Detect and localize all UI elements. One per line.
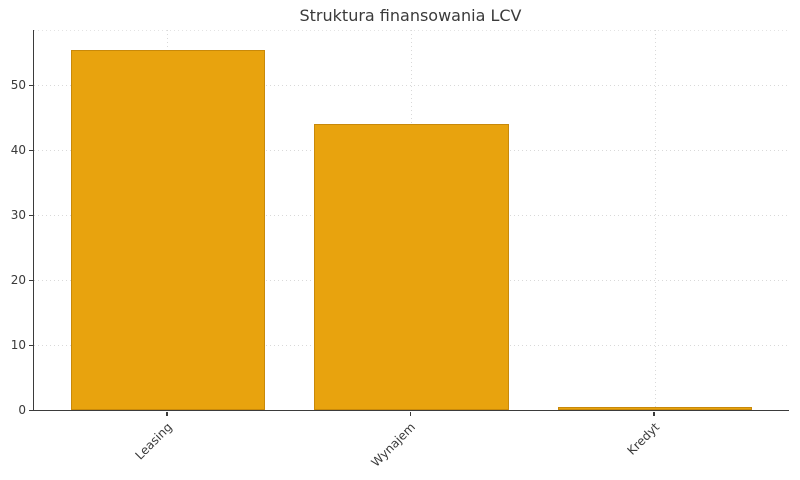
y-tick-label: 10 <box>10 338 26 353</box>
y-tick-label: 50 <box>10 78 26 93</box>
y-tick-mark <box>29 279 33 282</box>
x-tick-label-wynajem: Wynajem <box>368 420 419 470</box>
plot-area <box>33 30 789 411</box>
x-tick-mark <box>166 411 168 416</box>
y-tick-mark <box>29 409 33 411</box>
x-tick-mark <box>653 411 655 416</box>
y-tick-label: 40 <box>10 143 26 158</box>
plot-top-border <box>34 30 789 31</box>
y-tick-label: 30 <box>10 208 26 223</box>
v-gridline <box>654 30 656 410</box>
y-tick-label: 0 <box>18 403 26 417</box>
x-tick-label-leasing: Leasing <box>132 420 175 463</box>
x-tick-mark <box>409 411 412 416</box>
bar-leasing <box>70 49 266 410</box>
y-tick-label: 20 <box>10 273 26 288</box>
x-tick-label-kredyt: Kredyt <box>624 420 662 458</box>
bar-wynajem <box>314 124 509 410</box>
chart-title: Struktura finansowania LCV <box>299 6 522 25</box>
y-tick-mark <box>29 149 33 152</box>
y-tick-mark <box>29 214 33 217</box>
y-tick-mark <box>29 84 33 87</box>
y-tick-mark <box>29 344 33 347</box>
bar-kredyt <box>557 406 753 410</box>
